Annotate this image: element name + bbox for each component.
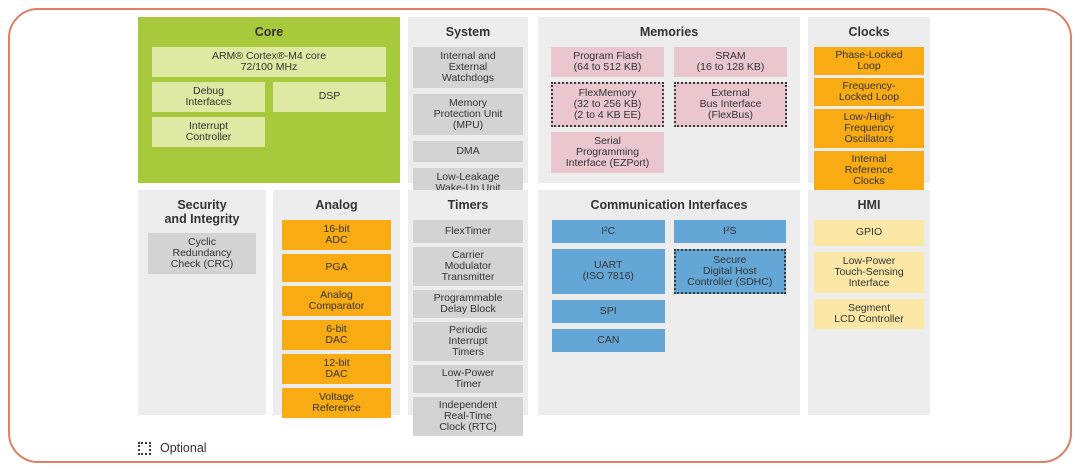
block-segment: Segment LCD Controller — [814, 298, 924, 329]
block-memory: Memory Protection Unit (MPU) — [413, 93, 523, 135]
panel-memories: Memories Program Flash (64 to 512 KB) SRAM… — [538, 17, 800, 183]
block-frequency: Frequency- Locked Loop — [814, 77, 924, 106]
block-secure: Secure Digital Host Controller (SDHC) — [673, 248, 786, 294]
block-can: CAN — [552, 328, 665, 352]
block-low-power: Low-Power Touch-Sensing Interface — [814, 251, 924, 293]
block-pga: PGA — [282, 253, 391, 282]
block-periodic: Periodic Interrupt Timers — [413, 321, 523, 361]
block-uart: UART (ISO 7816) — [552, 248, 665, 294]
block-debug: Debug Interfaces — [152, 81, 265, 112]
panel-title-analog: Analog — [315, 198, 358, 212]
block-program-flash: Program Flash (64 to 512 KB) — [551, 46, 664, 77]
block-i-c: I²C — [552, 219, 665, 243]
panel-blocks-core: ARM® Cortex®-M4 core 72/100 MHz Debug Int… — [138, 46, 400, 147]
block-serial: Serial Programming Interface (EZPort) — [551, 131, 664, 173]
legend: Optional — [138, 441, 207, 455]
block-low-power: Low-Power Timer — [413, 364, 523, 393]
panel-blocks-comm: I²C I²S UART (ISO 7816) Secure Digital Host… — [538, 219, 800, 352]
panel-timers: Timers FlexTimer Carrier Modulator Transmi… — [408, 190, 528, 436]
panel-title-hmi: HMI — [857, 198, 881, 212]
panel-core: Core ARM® Cortex®-M4 core 72/100 MHz Debug… — [138, 17, 400, 183]
block-i-s: I²S — [673, 219, 786, 243]
panel-blocks-security: Cyclic Redundancy Check (CRC) — [138, 233, 266, 274]
panel-blocks-hmi: GPIO Low-Power Touch-Sensing Interface Seg… — [808, 219, 930, 329]
block-cyclic: Cyclic Redundancy Check (CRC) — [148, 233, 256, 274]
panel-security: Security and Integrity Cyclic Redundancy … — [138, 190, 266, 415]
block-programmable: Programmable Delay Block — [413, 289, 523, 318]
panel-blocks-clocks: Phase-Locked Loop Frequency- Locked Loop L… — [808, 46, 930, 190]
legend-label: Optional — [160, 441, 207, 455]
panel-system: System Internal and External Watchdogs Mem… — [408, 17, 528, 198]
block-16-bit: 16-bit ADC — [282, 219, 391, 250]
block-phase-locked: Phase-Locked Loop — [814, 46, 924, 75]
block-voltage: Voltage Reference — [282, 387, 391, 418]
panel-title-core: Core — [254, 25, 284, 39]
panel-comm: Communication Interfaces I²C I²S UART (ISO … — [538, 190, 800, 415]
block-external: External Bus Interface (FlexBus) — [674, 81, 787, 127]
block-arm-cortex-m4-core: ARM® Cortex®-M4 core 72/100 MHz — [152, 46, 386, 77]
block-carrier: Carrier Modulator Transmitter — [413, 246, 523, 286]
block-12-bit: 12-bit DAC — [282, 353, 391, 384]
block-independent: Independent Real-Time Clock (RTC) — [413, 396, 523, 436]
panel-title-system: System — [445, 25, 491, 39]
block-low-high: Low-/High- Frequency Oscillators — [814, 108, 924, 148]
block-gpio: GPIO — [814, 219, 924, 246]
panel-title-timers: Timers — [447, 198, 489, 212]
block-analog: Analog Comparator — [282, 285, 391, 316]
outer-frame — [8, 8, 1072, 463]
panel-hmi: HMI GPIO Low-Power Touch-Sensing Interface… — [808, 190, 930, 415]
panel-blocks-timers: FlexTimer Carrier Modulator Transmitter Pr… — [408, 219, 528, 436]
panel-blocks-system: Internal and External Watchdogs Memory Pr… — [408, 46, 528, 198]
panel-clocks: Clocks Phase-Locked Loop Frequency- Locked… — [808, 17, 930, 190]
block-dma: DMA — [413, 140, 523, 162]
block-6-bit: 6-bit DAC — [282, 319, 391, 350]
block-internal: Internal Reference Clocks — [814, 150, 924, 190]
block-internal-and: Internal and External Watchdogs — [413, 46, 523, 88]
panel-analog: Analog 16-bit ADC PGA Analog Comparator 6-bi… — [273, 190, 400, 418]
panel-title-memories: Memories — [639, 25, 699, 39]
panel-title-clocks: Clocks — [848, 25, 890, 39]
panel-blocks-memories: Program Flash (64 to 512 KB) SRAM (16 to … — [538, 46, 800, 173]
optional-dotted-box-icon — [138, 441, 151, 455]
block-flexmemory: FlexMemory (32 to 256 KB) (2 to 4 KB EE) — [551, 81, 664, 127]
block-sram: SRAM (16 to 128 KB) — [674, 46, 787, 77]
block-interrupt: Interrupt Controller — [152, 116, 265, 147]
block-spi: SPI — [552, 299, 665, 323]
panel-title-security: Security and Integrity — [164, 198, 240, 226]
panel-blocks-analog: 16-bit ADC PGA Analog Comparator 6-bit DAC 1… — [273, 219, 400, 418]
block-flextimer: FlexTimer — [413, 219, 523, 243]
block-dsp: DSP — [273, 81, 386, 112]
panel-title-comm: Communication Interfaces — [590, 198, 748, 212]
